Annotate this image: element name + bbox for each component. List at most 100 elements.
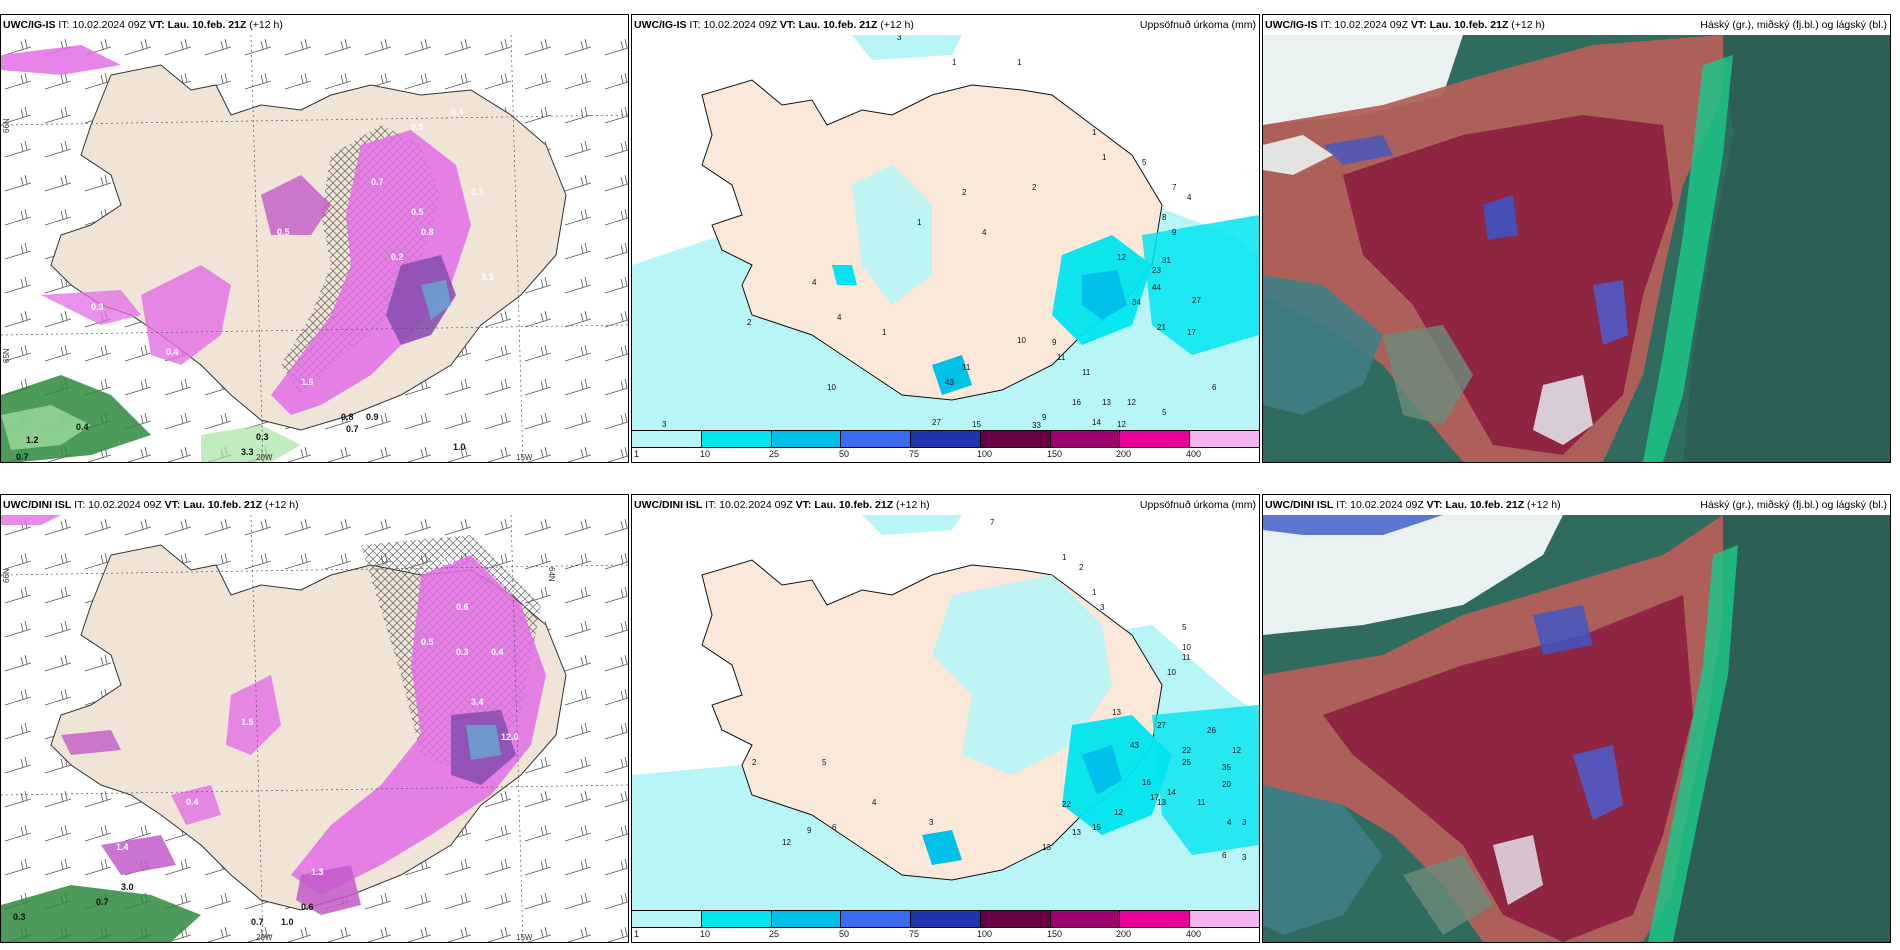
precip-value: 43: [945, 378, 954, 387]
legend-tick: 10: [700, 449, 711, 459]
legend-swatch: [980, 911, 1051, 927]
precip-value: 21: [1157, 323, 1166, 332]
temp-label: 3.3: [241, 447, 254, 457]
init-time: IT: 10.02.2024 09Z: [58, 19, 146, 31]
temp-label: 0.8: [421, 227, 434, 237]
precip-value: 12: [1232, 746, 1241, 755]
precip-value: 12: [1117, 420, 1126, 429]
panel-header: UWC/IG-IS IT: 10.02.2024 09Z VT: Lau. 10…: [1, 15, 628, 35]
temp-label: 0.7: [16, 452, 29, 462]
precip-value: 11: [1197, 798, 1206, 807]
legend-swatch: [911, 431, 981, 447]
valid-time-label: VT:: [779, 19, 796, 31]
precip-color-legend: 1 10 25 50 75 100 150 200 400: [632, 910, 1259, 942]
lat-label-66n: 66N: [2, 118, 11, 133]
temperature-map: 0.4 0.6 0.5 0.3 0.4 3.4 1.5 0.4 1.4 1.3 …: [1, 515, 628, 942]
panel-bottom-temperature: UWC/DINI ISL IT: 10.02.2024 09Z VT: Lau.…: [0, 494, 629, 943]
precip-value: 2: [1079, 563, 1084, 572]
valid-time: Lau. 10.feb. 21Z: [1445, 499, 1525, 511]
precip-value: 3: [1242, 853, 1247, 862]
legend-swatch: [701, 431, 772, 447]
legend-swatch: [841, 431, 912, 447]
precip-value: 14: [1092, 418, 1101, 427]
precip-value: 1: [1017, 58, 1022, 67]
precip-value: 43: [1130, 741, 1139, 750]
temperature-map: 0.5 0.4 0.7 0.5 0.8 0.3 0.5 0.2 3.3 0.3 …: [1, 35, 628, 462]
temp-label: 0.3: [471, 187, 484, 197]
precip-value: 13: [1112, 708, 1121, 717]
temp-label: 3.0: [121, 882, 134, 892]
precip-value: 10: [1017, 336, 1026, 345]
precip-value: 10: [1182, 643, 1191, 652]
legend-swatch: [632, 911, 702, 927]
legend-tick: 10: [700, 929, 711, 939]
temp-label: 0.4: [166, 347, 179, 357]
legend-tick: 1: [634, 929, 640, 939]
lat-label-66n: 66N: [2, 568, 11, 583]
temp-label: 0.3: [456, 647, 469, 657]
temp-label: 0.4: [186, 797, 199, 807]
precip-map: 3 1 1 1 1 5 7 4 2 2 8 9 1 4 12 23 31 44 …: [632, 35, 1259, 430]
precip-value: 35: [1222, 763, 1231, 772]
valid-time: Lau. 10.feb. 21Z: [183, 499, 263, 511]
model-name: UWC/IG-IS: [3, 19, 56, 31]
precip-value: 22: [1062, 800, 1071, 809]
precip-value: 1: [1092, 128, 1097, 137]
panel-header: UWC/IG-IS IT: 10.02.2024 09Z VT: Lau. 10…: [632, 15, 1259, 35]
precip-value: 17: [1187, 328, 1196, 337]
temp-label: 1.0: [453, 442, 466, 452]
legend-swatch: [1190, 911, 1259, 927]
panel-bottom-precipitation: UWC/DINI ISL IT: 10.02.2024 09Z VT: Lau.…: [631, 494, 1260, 943]
precip-value: 12: [1117, 253, 1126, 262]
temp-label: 0.5: [411, 122, 424, 132]
temp-label: 1.6: [301, 377, 314, 387]
valid-time-label: VT:: [1426, 499, 1443, 511]
cloud-map: [1263, 35, 1890, 462]
precip-value: 23: [1152, 266, 1161, 275]
legend-tick: 200: [1116, 929, 1132, 939]
init-time: IT: 10.02.2024 09Z: [74, 499, 162, 511]
precip-value: 5: [1162, 408, 1167, 417]
temp-label: 0.6: [301, 902, 314, 912]
precip-value: 17: [1150, 793, 1159, 802]
precip-value: 10: [1167, 668, 1176, 677]
legend-tick: 50: [839, 929, 850, 939]
lead-time: (+12 h): [1511, 19, 1545, 31]
temp-label: 0.8: [341, 412, 354, 422]
valid-time-label: VT:: [795, 499, 812, 511]
precip-value: 7: [1172, 183, 1177, 192]
panel-top-clouds: UWC/IG-IS IT: 10.02.2024 09Z VT: Lau. 10…: [1262, 14, 1891, 463]
temp-label: 2.6: [166, 407, 179, 417]
valid-time: Lau. 10.feb. 21Z: [167, 19, 247, 31]
valid-time: Lau. 10.feb. 21Z: [798, 19, 878, 31]
precip-value: 9: [1042, 413, 1047, 422]
temp-label: 12.0: [501, 732, 519, 742]
legend-tick: 400: [1186, 929, 1202, 939]
legend-tick: 150: [1047, 929, 1063, 939]
precip-value: 13: [1102, 398, 1111, 407]
precip-value: 11: [1182, 653, 1191, 662]
precip-value: 10: [827, 383, 836, 392]
temp-label: 3.3: [481, 272, 494, 282]
precip-value: 22: [1182, 746, 1191, 755]
precip-value: 2: [752, 758, 757, 767]
panel-bottom-clouds: UWC/DINI ISL IT: 10.02.2024 09Z VT: Lau.…: [1262, 494, 1891, 943]
precip-value: 3: [929, 818, 934, 827]
precip-value: 6: [1222, 851, 1227, 860]
lead-time: (+12 h): [249, 19, 283, 31]
precip-value: 34: [1132, 298, 1141, 307]
init-time: IT: 10.02.2024 09Z: [689, 19, 777, 31]
precip-value: 3: [897, 35, 902, 42]
precip-value: 2: [962, 188, 967, 197]
precip-value: 26: [1207, 726, 1216, 735]
model-name: UWC/IG-IS: [1265, 19, 1318, 31]
lead-time: (+12 h): [896, 499, 930, 511]
precip-value: 4: [1187, 193, 1192, 202]
precip-value: 12: [1127, 398, 1136, 407]
temp-label: 1.4: [116, 842, 129, 852]
precip-value: 3: [1100, 603, 1105, 612]
temp-label: 0.9: [366, 412, 379, 422]
temp-label: 0.7: [121, 317, 134, 327]
panel-header: UWC/DINI ISL IT: 10.02.2024 09Z VT: Lau.…: [1, 495, 628, 515]
lon-label-20w: 20W: [256, 933, 273, 942]
